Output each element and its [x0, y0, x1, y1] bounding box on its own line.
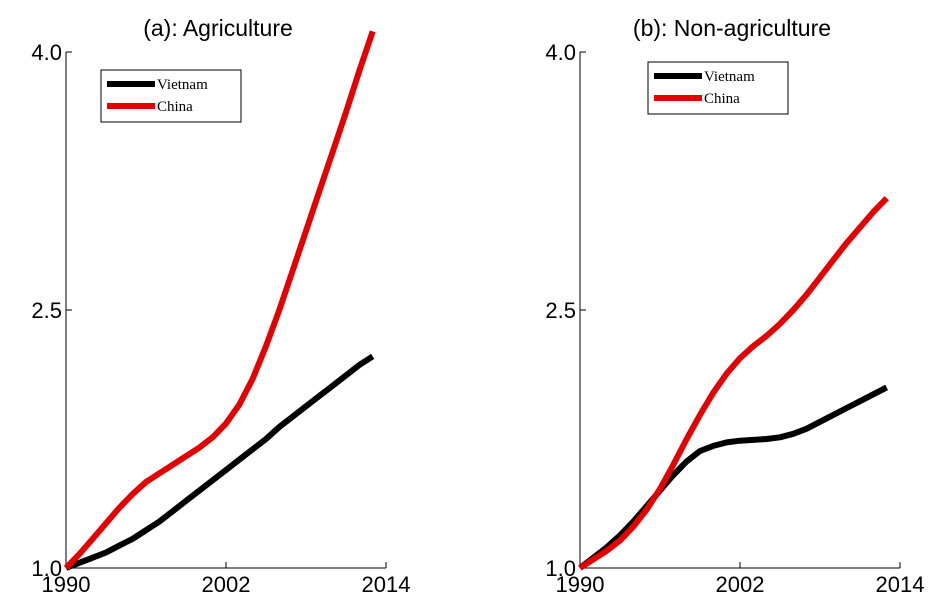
legend: Vietnam China — [100, 69, 242, 123]
x-tick-label: 2014 — [362, 572, 411, 597]
legend-label-china: China — [157, 99, 193, 115]
x-tick-label: 1990 — [556, 572, 605, 597]
series-line-china — [63, 30, 376, 571]
legend-label-vietnam: Vietnam — [157, 77, 208, 93]
y-tick-label: 1.0 — [545, 556, 576, 581]
x-tick-label: 2002 — [716, 572, 765, 597]
y-tick-label: 4.0 — [545, 40, 576, 65]
legend-label-china: China — [704, 91, 740, 107]
legend-box — [100, 69, 242, 123]
y-tick-label: 4.0 — [31, 40, 62, 65]
y-tick-label: 2.5 — [31, 298, 62, 323]
legend: Vietnam China — [647, 61, 789, 115]
y-tick-label: 2.5 — [545, 298, 576, 323]
series-line-china — [578, 196, 889, 571]
chart-panel-a: (a): Agriculture 1.0 2.5 4.0 1990 2002 2014 Vie… — [31, 15, 410, 597]
series-line-vietnam — [64, 353, 375, 571]
chart-title: (b): Non-agriculture — [633, 15, 831, 41]
series-line-vietnam — [578, 384, 889, 571]
x-tick-label: 2014 — [876, 572, 925, 597]
legend-box — [647, 61, 789, 115]
chart-panel-b: (b): Non-agriculture 1.0 2.5 4.0 1990 2002 201… — [545, 15, 924, 597]
x-tick-label: 1990 — [42, 572, 91, 597]
legend-label-vietnam: Vietnam — [704, 69, 755, 85]
chart-title: (a): Agriculture — [143, 15, 293, 41]
y-tick-label: 1.0 — [31, 556, 62, 581]
x-tick-label: 2002 — [202, 572, 251, 597]
